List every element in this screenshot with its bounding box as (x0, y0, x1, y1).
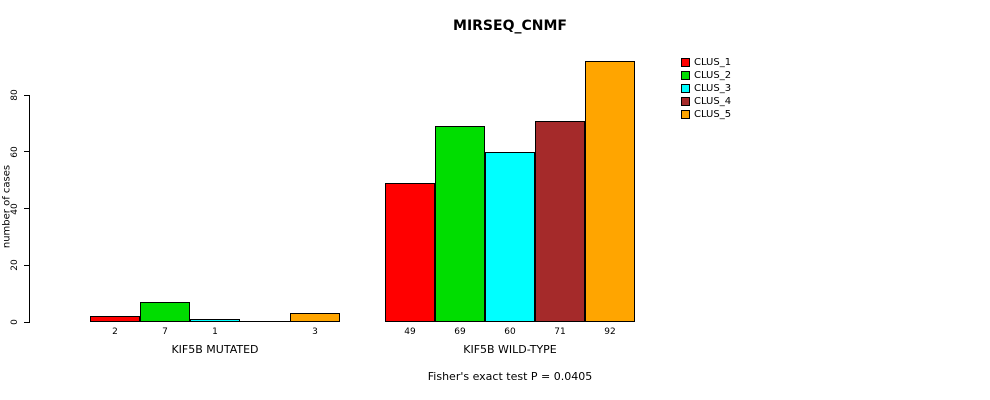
y-axis-line (29, 95, 30, 323)
legend-swatch-clus_2 (681, 71, 690, 80)
bar-value-label: 3 (312, 327, 318, 337)
legend-swatch-clus_1 (681, 58, 690, 67)
bar-value-label: 92 (604, 327, 616, 337)
bar-clus_1 (90, 316, 140, 322)
bar-clus_2 (140, 302, 190, 322)
bar-value-label: 71 (554, 327, 566, 337)
legend-swatch-clus_3 (681, 84, 690, 93)
chart-title: MIRSEQ_CNMF (453, 18, 567, 34)
bar-clus_2 (435, 126, 485, 322)
legend-swatch-clus_4 (681, 97, 690, 106)
x-group-label: KIF5B WILD-TYPE (463, 343, 557, 356)
annotation-text: Fisher's exact test P = 0.0405 (427, 370, 593, 383)
legend-label: CLUS_3 (694, 83, 732, 94)
legend-swatch-clus_5 (681, 110, 690, 119)
legend-row: CLUS_2 (681, 69, 731, 82)
bar-value-label: 1 (212, 327, 218, 337)
bar-clus_5 (585, 60, 635, 322)
legend-label: CLUS_2 (694, 70, 732, 81)
legend-label: CLUS_1 (694, 57, 732, 68)
y-tick (24, 208, 30, 209)
y-tick (24, 151, 30, 153)
y-tick-label: 0 (10, 319, 20, 325)
y-tick-label: 60 (10, 146, 20, 158)
y-tick (24, 94, 30, 96)
bar-clus_3 (485, 151, 535, 322)
legend-label: CLUS_5 (694, 109, 732, 120)
legend: CLUS_1 CLUS_2 CLUS_3 CLUS_4 CLUS_5 (681, 56, 731, 121)
legend-row: CLUS_3 (681, 82, 731, 95)
bar-value-label: 49 (404, 327, 416, 337)
bar-value-label: 7 (162, 327, 168, 337)
bar-clus_4 (535, 120, 585, 322)
bar-value-label: 2 (112, 327, 118, 337)
legend-label: CLUS_4 (694, 96, 732, 107)
y-tick-label: 80 (10, 89, 20, 101)
y-tick-label: 40 (10, 202, 20, 215)
bar-clus_3 (190, 319, 240, 322)
bar-value-label: 69 (454, 327, 466, 337)
y-tick-label: 20 (10, 259, 20, 271)
bar-clus_5 (290, 313, 340, 322)
bar-clus_1 (385, 182, 435, 322)
y-tick (24, 264, 30, 266)
legend-row: CLUS_5 (681, 108, 731, 121)
y-tick (24, 321, 30, 323)
bar-value-label: 60 (504, 327, 516, 337)
legend-row: CLUS_1 (681, 56, 731, 69)
bar-clus_4-zero (240, 321, 290, 322)
x-group-label: KIF5B MUTATED (171, 343, 259, 356)
legend-row: CLUS_4 (681, 95, 731, 108)
